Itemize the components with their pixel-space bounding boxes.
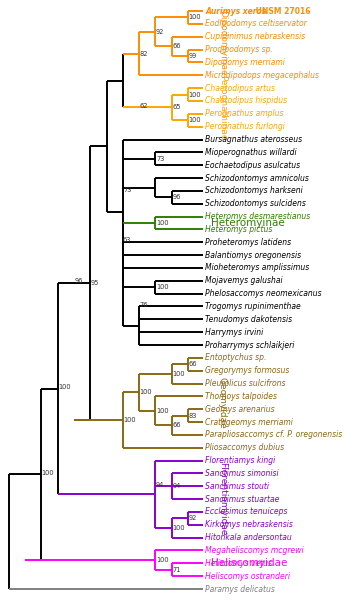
- Text: 76: 76: [140, 302, 148, 308]
- Text: 66: 66: [172, 422, 181, 428]
- Text: Entoptychus sp.: Entoptychus sp.: [205, 353, 267, 362]
- Text: 100: 100: [156, 220, 169, 226]
- Text: Gregorymys formosus: Gregorymys formosus: [205, 366, 290, 375]
- Text: Microdipodops megacephalus: Microdipodops megacephalus: [205, 71, 319, 80]
- Text: Balantiomys oregonensis: Balantiomys oregonensis: [205, 251, 301, 260]
- Text: 65: 65: [172, 104, 181, 110]
- Text: Tenudomys dakotensis: Tenudomys dakotensis: [205, 315, 292, 324]
- Text: 95: 95: [91, 280, 99, 286]
- Text: 100: 100: [172, 371, 185, 377]
- Text: Mioheteromys amplissimus: Mioheteromys amplissimus: [205, 263, 310, 272]
- Text: Schizodontomys sulcidens: Schizodontomys sulcidens: [205, 199, 306, 208]
- Text: 99: 99: [188, 53, 197, 59]
- Text: 83: 83: [188, 413, 197, 419]
- Text: Ecclesimus tenuiceps: Ecclesimus tenuiceps: [205, 508, 288, 517]
- Text: 82: 82: [140, 50, 148, 56]
- Text: Bursagnathus aterosseus: Bursagnathus aterosseus: [205, 135, 302, 144]
- Text: Dipodomys merriami: Dipodomys merriami: [205, 58, 285, 67]
- Text: 100: 100: [188, 14, 201, 20]
- Text: Cratogeomys merriami: Cratogeomys merriami: [205, 418, 293, 427]
- Text: 92: 92: [156, 29, 165, 35]
- Text: Proharrymys schlaikjeri: Proharrymys schlaikjeri: [205, 341, 295, 350]
- Text: Kirkomys nebraskensis: Kirkomys nebraskensis: [205, 520, 293, 529]
- Text: Geomys arenarius: Geomys arenarius: [205, 405, 275, 414]
- Text: Florentiamyidae: Florentiamyidae: [218, 463, 227, 536]
- Text: 71: 71: [172, 567, 181, 573]
- Text: Heliscomys vetus: Heliscomys vetus: [205, 559, 272, 568]
- Text: Eochaetodipus asulcatus: Eochaetodipus asulcatus: [205, 161, 300, 170]
- Text: Cupidinimus nebraskensis: Cupidinimus nebraskensis: [205, 32, 306, 41]
- Text: Heliscomyidae: Heliscomyidae: [211, 559, 287, 568]
- Text: 100: 100: [172, 525, 185, 531]
- Text: 100: 100: [188, 92, 201, 98]
- Text: Geomyidae: Geomyidae: [218, 377, 227, 428]
- Text: Eodipodomys celtiservator: Eodipodomys celtiservator: [205, 19, 307, 28]
- Text: Chaetodipus hispidus: Chaetodipus hispidus: [205, 97, 287, 106]
- Text: 100: 100: [42, 470, 54, 476]
- Text: 66: 66: [188, 361, 197, 367]
- Text: 100: 100: [124, 417, 136, 423]
- Text: Chaetodipus artus: Chaetodipus artus: [205, 83, 275, 92]
- Text: UNSM 27016: UNSM 27016: [253, 7, 311, 16]
- Text: Megaheliscomys mcgrewi: Megaheliscomys mcgrewi: [205, 546, 304, 555]
- Text: Sanctimus stuartae: Sanctimus stuartae: [205, 494, 280, 503]
- Text: 94: 94: [172, 483, 181, 489]
- Text: 92: 92: [188, 515, 197, 521]
- Text: Harrymys irvini: Harrymys irvini: [205, 328, 263, 337]
- Text: 100: 100: [58, 385, 71, 391]
- Text: 94: 94: [156, 482, 165, 488]
- Text: Mioperognathus willardi: Mioperognathus willardi: [205, 148, 297, 157]
- Text: Perognathinae: Perognathinae: [218, 74, 227, 140]
- Text: Florentiamys kingi: Florentiamys kingi: [205, 456, 276, 465]
- Text: Heteromys desmarestianus: Heteromys desmarestianus: [205, 212, 311, 221]
- Text: Phelosaccomys neomexicanus: Phelosaccomys neomexicanus: [205, 289, 322, 298]
- Text: 96: 96: [74, 278, 83, 284]
- Text: Dipodomyinae: Dipodomyinae: [218, 10, 227, 76]
- Text: Heliscomys ostranderi: Heliscomys ostranderi: [205, 572, 290, 581]
- Text: Perognathus amplus: Perognathus amplus: [205, 109, 284, 118]
- Text: 100: 100: [156, 557, 169, 563]
- Text: Trogomys rupinimenthae: Trogomys rupinimenthae: [205, 302, 301, 311]
- Text: Pliosaccomys dubius: Pliosaccomys dubius: [205, 443, 284, 452]
- Text: 100: 100: [156, 408, 169, 414]
- Text: Heteromyinae: Heteromyinae: [211, 218, 285, 228]
- Text: Proheteromys latidens: Proheteromys latidens: [205, 238, 291, 247]
- Text: 73: 73: [156, 156, 165, 162]
- Text: 63: 63: [123, 238, 131, 244]
- Text: 100: 100: [156, 284, 169, 290]
- Text: Sanctimus simonisi: Sanctimus simonisi: [205, 469, 279, 478]
- Text: Paramys delicatus: Paramys delicatus: [205, 584, 275, 593]
- Text: Prodipodomys sp.: Prodipodomys sp.: [205, 45, 273, 54]
- Text: 73: 73: [123, 187, 131, 193]
- Text: Parapliosaccomys cf. P. oregonensis: Parapliosaccomys cf. P. oregonensis: [205, 430, 342, 439]
- Text: 96: 96: [172, 194, 181, 200]
- Text: Thomoys talpoides: Thomoys talpoides: [205, 392, 277, 401]
- Text: Perognathus furlongi: Perognathus furlongi: [205, 122, 285, 131]
- Text: 66: 66: [172, 43, 181, 49]
- Text: 62: 62: [140, 103, 148, 109]
- Text: Heteromys pictus: Heteromys pictus: [205, 225, 273, 234]
- Text: Pleurolicus sulcifrons: Pleurolicus sulcifrons: [205, 379, 286, 388]
- Text: Schizodontomys amnicolus: Schizodontomys amnicolus: [205, 173, 309, 182]
- Text: Schizodontomys harkseni: Schizodontomys harkseni: [205, 187, 303, 196]
- Text: 100: 100: [188, 117, 201, 123]
- Text: Mojavemys galushai: Mojavemys galushai: [205, 276, 283, 285]
- Text: Sanctimus stouti: Sanctimus stouti: [205, 482, 269, 491]
- Text: Hitonkala andersontau: Hitonkala andersontau: [205, 533, 292, 542]
- Text: 100: 100: [140, 389, 152, 395]
- Text: Aurimys xeros: Aurimys xeros: [205, 7, 266, 16]
